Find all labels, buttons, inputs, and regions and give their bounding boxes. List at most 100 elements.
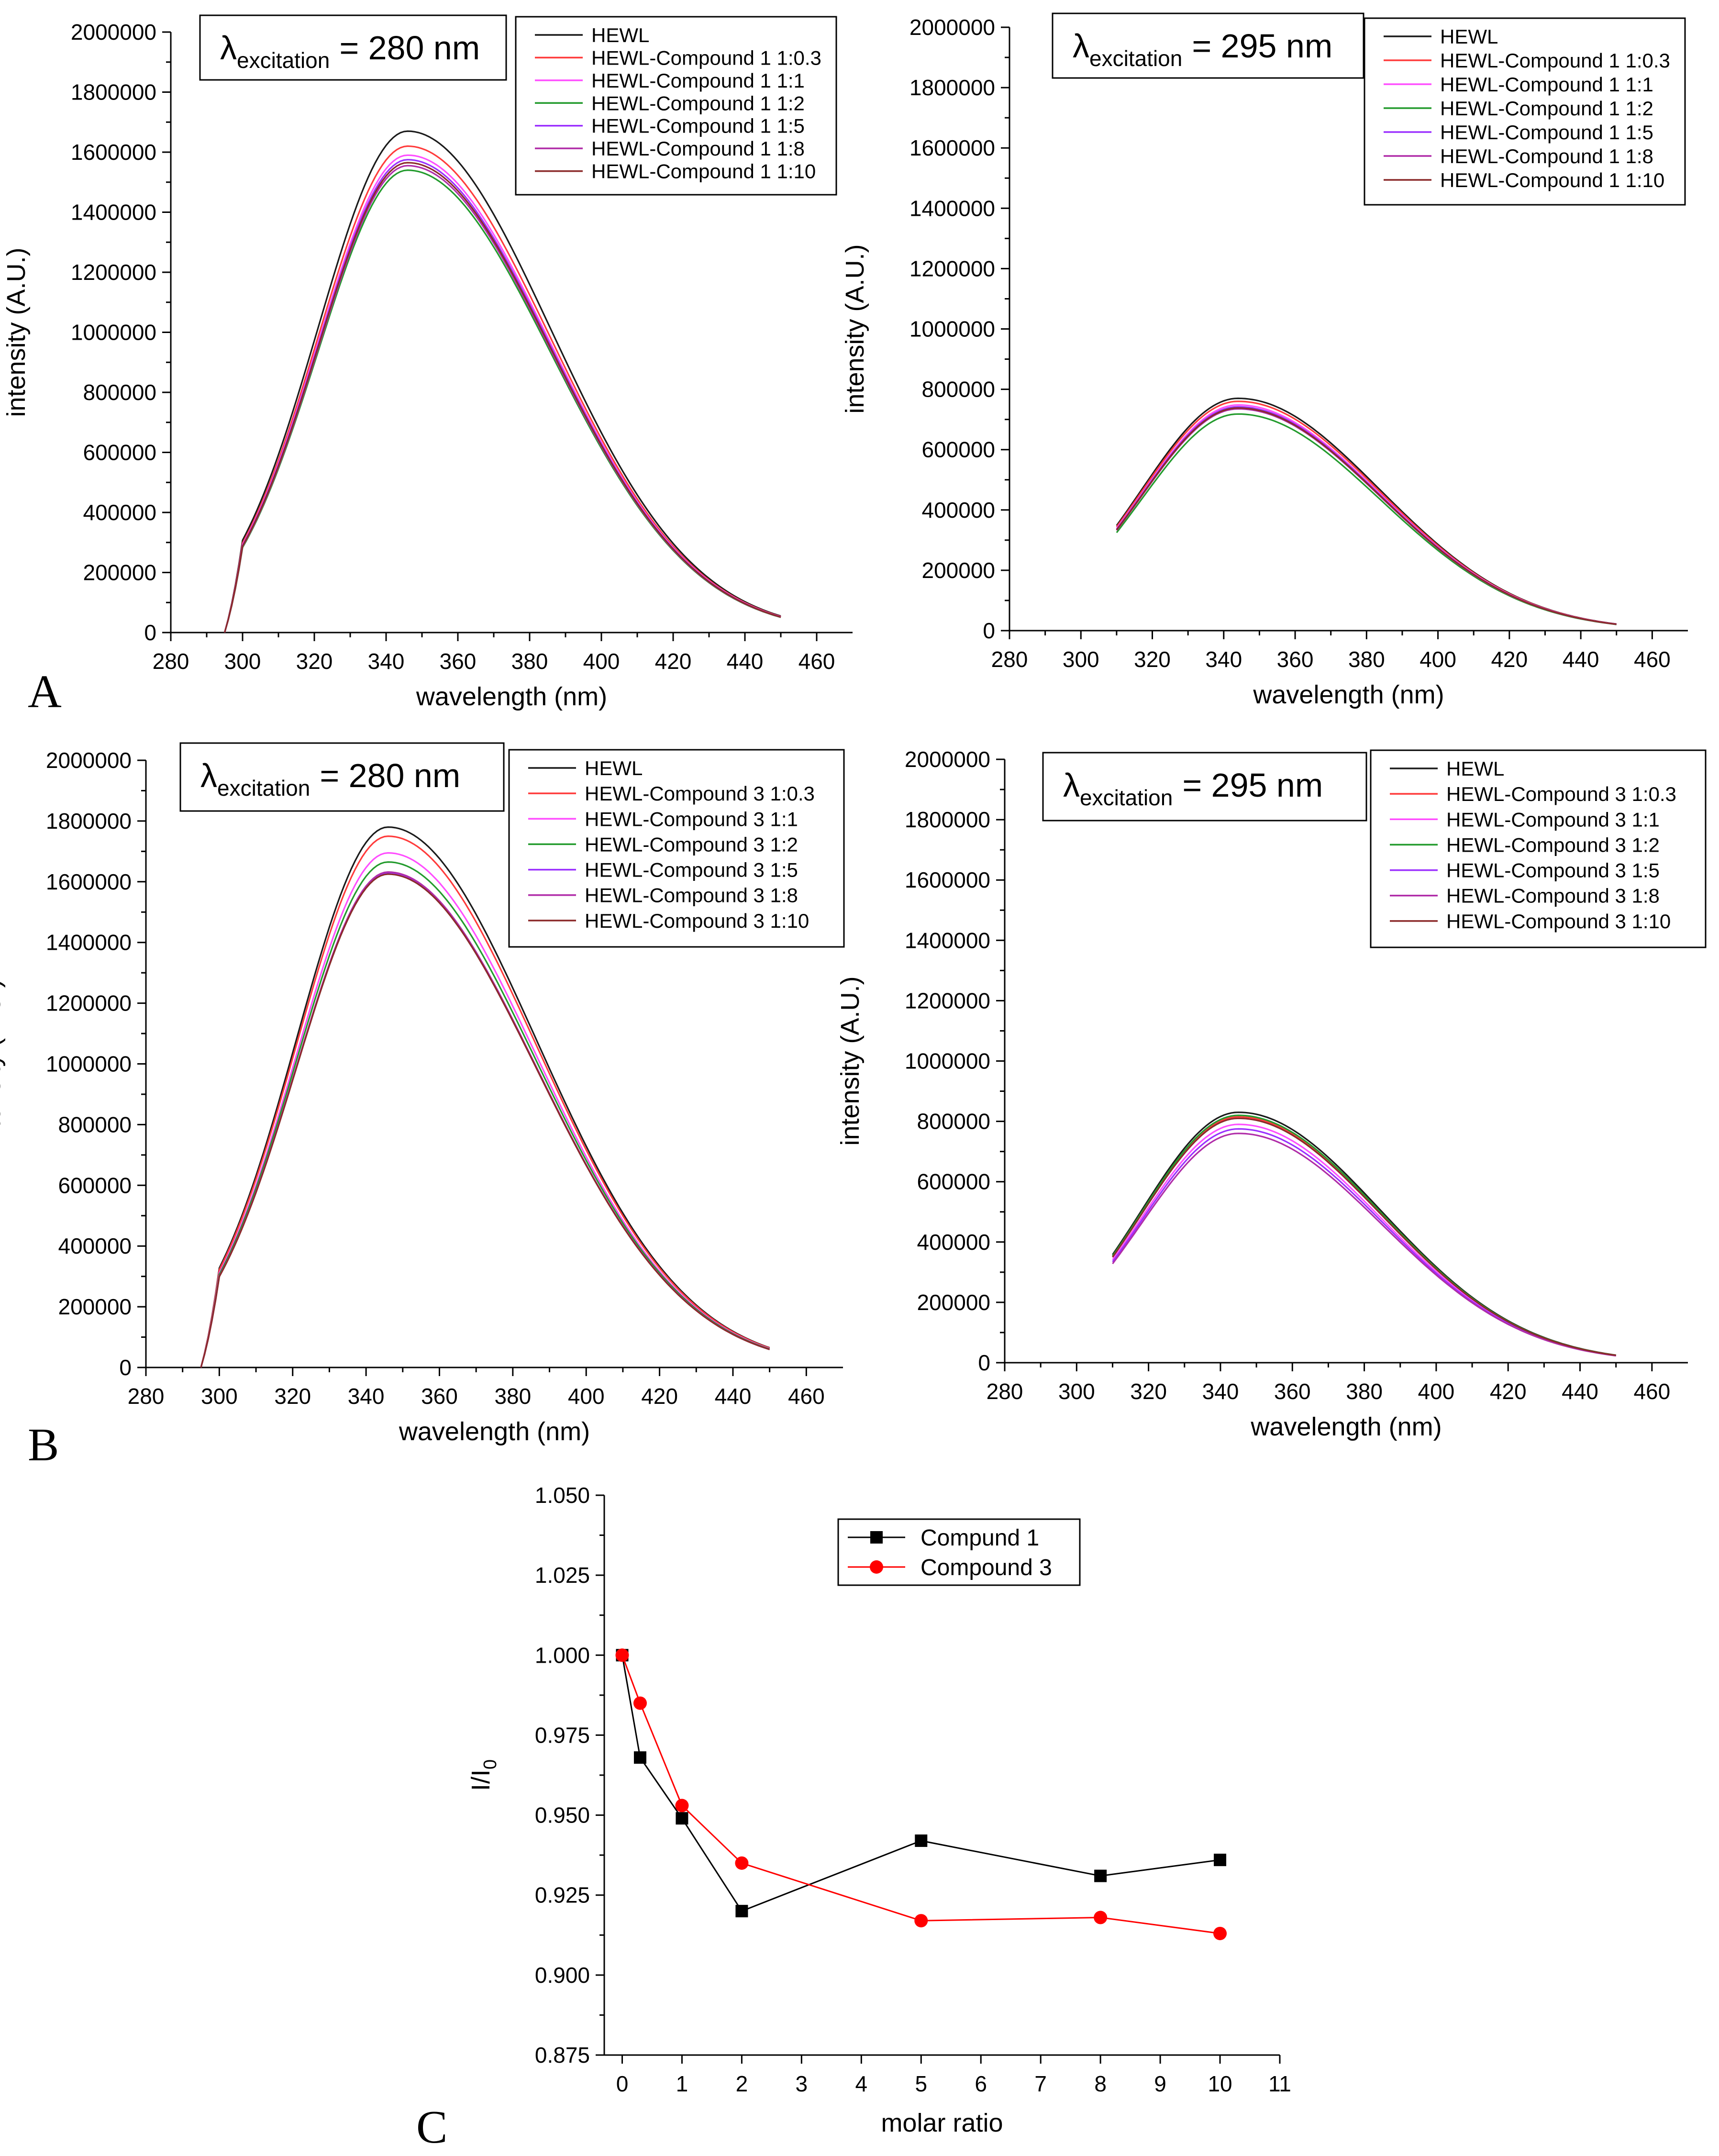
legend-entry: HEWL-Compound 3 1:8 [1446,885,1660,907]
x-tick-label: 5 [915,2071,927,2096]
data-point-square [915,1834,928,1847]
series-line-6 [223,162,781,633]
y-tick-label: 1800000 [46,809,132,834]
series-line-1 [1112,1116,1616,1356]
legend-marker [870,1531,883,1544]
y-tick-label: 0.925 [535,1883,590,1908]
legend-box [515,16,837,196]
x-axis-label: wavelength (nm) [399,1417,590,1446]
legend-box [837,1518,1081,1586]
series-line-0 [223,130,781,633]
y-tick-label: 200000 [917,1290,991,1315]
x-tick-label: 420 [1491,647,1528,672]
x-tick-label: 320 [1130,1379,1167,1404]
legend-entry: HEWL-Compound 3 1:1 [1446,808,1660,831]
x-tick-label: 400 [568,1384,605,1409]
y-tick-label: 0.950 [535,1803,590,1828]
x-tick-label: 380 [511,649,548,674]
legend-entry: HEWL-Compound 1 1:1 [591,69,805,92]
y-tick-label: 0 [983,618,995,643]
x-axis-label: wavelength (nm) [1250,1412,1442,1441]
series-line-3 [1112,1114,1616,1356]
legend-entry: HEWL [585,757,643,779]
legend-entry: HEWL-Compound 3 1:0.3 [585,782,815,805]
x-axis-label: wavelength (nm) [1253,680,1444,709]
x-tick-label: 360 [421,1384,458,1409]
excitation-label: λexcitation = 295 nm [1073,27,1332,71]
y-axis-label: I/I0 [466,1759,500,1791]
x-tick-label: 340 [1205,647,1242,672]
x-tick-label: 7 [1034,2071,1047,2096]
y-tick-label: 200000 [58,1294,132,1319]
chart-panel-a-295nm: 280 300 320 340 360 380 400 420 440 460 0 200000 400… [841,12,1688,709]
excitation-value: = 295 nm [1192,27,1332,65]
x-tick-label: 400 [1418,1379,1455,1404]
y-tick-label: 600000 [83,440,157,465]
y-tick-label: 2000000 [905,747,990,772]
x-tick-label: 380 [1346,1379,1383,1404]
y-tick-label: 1400000 [905,928,990,953]
y-tick-label: 1600000 [71,140,156,165]
legend-entry: HEWL-Compound 3 1:10 [1446,910,1671,933]
series-line-2 [223,154,781,633]
y-tick-label: 800000 [922,377,996,402]
x-tick-label: 4 [855,2071,868,2096]
series-line-3 [200,861,770,1368]
y-axis-label-sub: 0 [480,1759,500,1769]
y-tick-label: 1000000 [905,1049,990,1074]
data-point-circle [1213,1926,1227,1940]
x-tick-label: 420 [641,1384,678,1409]
y-tick-label: 400000 [922,498,996,522]
y-tick-label: 200000 [83,560,157,585]
y-tick-label: 0.900 [535,1963,590,1988]
data-point-square [735,1905,748,1918]
y-tick-label: 2000000 [46,748,132,773]
x-axis-label: wavelength (nm) [416,682,607,711]
x-tick-label: 280 [128,1384,165,1409]
legend-entry: HEWL [1446,757,1504,780]
excitation-value: = 295 nm [1182,767,1323,804]
x-tick-label: 420 [655,649,692,674]
x-tick-label: 320 [296,649,333,674]
x-tick-label: 460 [799,649,835,674]
x-tick-label: 280 [987,1379,1023,1404]
x-tick-label: 300 [201,1384,238,1409]
panel-label-a: A [28,666,62,718]
y-axis-label: intensity (A.U.) [0,979,6,1148]
x-tick-label: 440 [715,1384,752,1409]
series-line-5 [1112,1133,1616,1357]
x-tick-label: 300 [1058,1379,1095,1404]
legend-entry: HEWL-Compound 3 1:1 [585,808,798,830]
legend-marker [870,1560,883,1574]
data-point-circle [1094,1911,1108,1924]
y-tick-label: 1.000 [535,1643,590,1667]
legend-entry: HEWL [1440,25,1498,48]
x-tick-label: 320 [1134,647,1171,672]
excitation-label: λexcitation = 280 nm [200,757,460,800]
y-tick-label: 1.050 [535,1483,590,1508]
x-tick-label: 340 [1202,1379,1239,1404]
y-tick-label: 1400000 [46,930,132,955]
legend-box [508,749,845,948]
chart-panel-a-280nm: 280 300 320 340 360 380 400 420 440 460 0 200000 400… [2,14,853,711]
legend-entry: HEWL-Compound 3 1:2 [585,833,798,856]
y-tick-label: 0.875 [535,2043,590,2067]
series-line-3 [1116,413,1617,625]
legend-entry: HEWL-Compound 1 1:1 [1440,73,1653,96]
excitation-lambda: λ [200,757,217,794]
chart-panel-b-295nm: 280 300 320 340 360 380 400 420 440 460 0 200000 400… [836,747,1707,1441]
y-tick-label: 600000 [58,1173,132,1198]
series-line-0 [621,1655,1220,1912]
y-tick-label: 0.975 [535,1723,590,1747]
series-line-1 [200,835,770,1368]
y-axis-label: intensity (A.U.) [2,247,31,417]
panel-label-b: B [28,1419,59,1471]
excitation-lambda: λ [1063,767,1080,804]
excitation-lambda: λ [1073,27,1089,65]
y-tick-label: 1200000 [909,256,995,281]
y-axis-label: intensity (A.U.) [836,976,865,1145]
legend-entry: HEWL-Compound 3 1:8 [585,884,798,907]
x-tick-label: 280 [153,649,189,674]
y-tick-label: 1800000 [909,75,995,100]
data-point-circle [615,1648,629,1662]
